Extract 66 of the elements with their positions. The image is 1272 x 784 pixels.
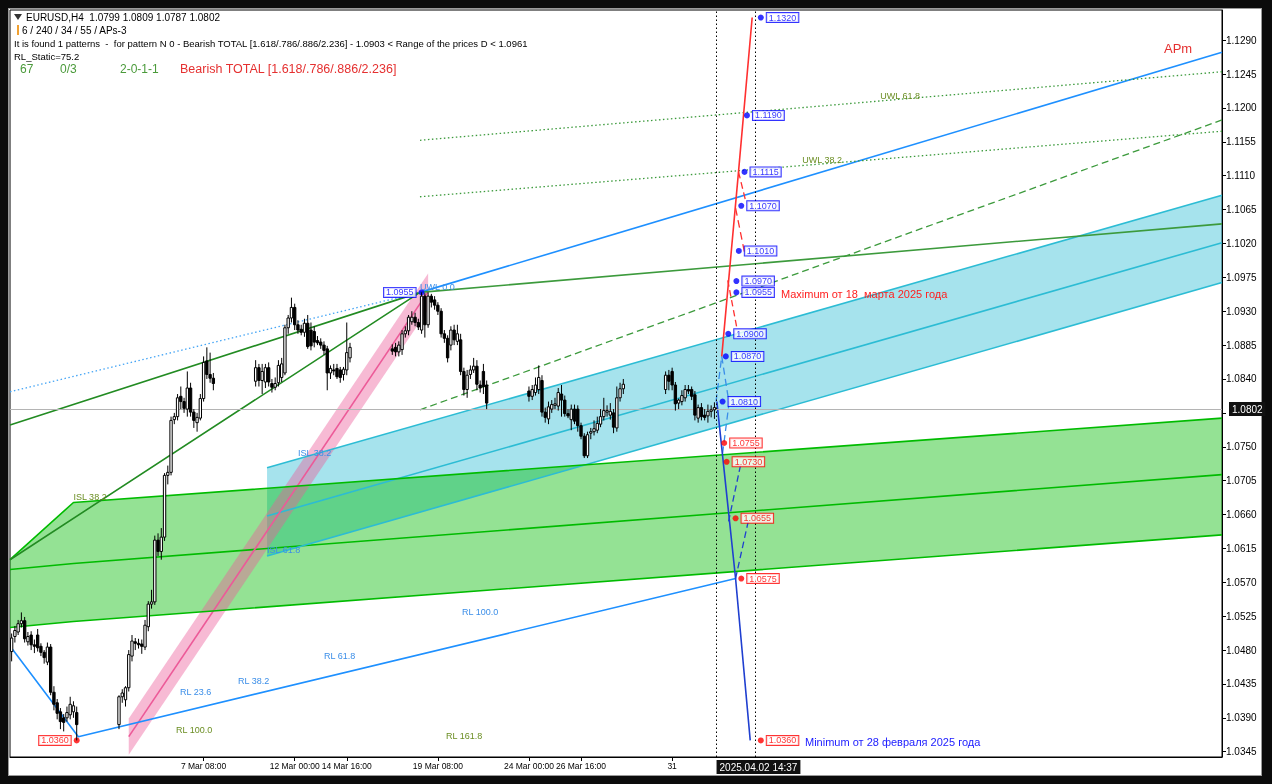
y-tick-label: 1.0975 — [1226, 271, 1258, 283]
y-tick-label: 1.0525 — [1226, 610, 1258, 622]
annotation: RL 100.0 — [462, 607, 499, 617]
annotation: 2-0-1-1 — [120, 62, 160, 76]
data-label: 1.0360 — [768, 735, 797, 746]
annotation: 67 — [20, 62, 34, 76]
y-tick-label: 1.0885 — [1226, 339, 1258, 351]
y-tick-label: 1.0660 — [1226, 509, 1258, 521]
data-label: 1.1320 — [768, 12, 797, 23]
data-label: 1.0575 — [749, 573, 777, 584]
annotation: RL_Static=75.2 — [14, 50, 80, 62]
y-tick-label: 1.1155 — [1226, 136, 1257, 148]
chart-title: EURUSD,H4 1.0799 1.0809 1.0787 1.0802 — [26, 11, 221, 23]
x-tick-label: 12 Mar 00:00 — [269, 760, 321, 771]
data-label: 1.1070 — [749, 200, 777, 211]
y-tick-label: 1.0480 — [1226, 644, 1258, 656]
ref-line-label: 2025.04.02 14:37 — [719, 761, 798, 773]
y-tick-label: 1.0615 — [1226, 542, 1258, 554]
y-tick-label: 1.1110 — [1226, 170, 1256, 182]
x-tick-label: 14 Mar 16:00 — [321, 760, 373, 771]
data-label: 1.0955 — [386, 287, 414, 298]
y-tick-label: 1.1200 — [1226, 102, 1258, 114]
y-tick-label: 1.0435 — [1226, 678, 1258, 690]
y-tick-label: 1.0930 — [1226, 305, 1258, 317]
annotation: Minimum от 28 февраля 2025 года — [805, 736, 982, 748]
data-label: 1.0900 — [736, 328, 764, 339]
y-tick-label: 1.0750 — [1226, 441, 1258, 453]
data-label: 1.0955 — [744, 287, 772, 298]
y-tick-label: 1.0705 — [1226, 475, 1258, 487]
data-label: 1.0755 — [732, 437, 760, 448]
annotation: RL 38.2 — [238, 676, 270, 686]
data-label: 1.0360 — [41, 735, 69, 746]
data-label: 1.1115 — [752, 166, 779, 177]
y-tick-label: 1.1290 — [1226, 34, 1258, 46]
x-tick-label: 19 Mar 08:00 — [412, 760, 464, 771]
annotation: RL 23.6 — [180, 687, 212, 697]
annotation: UWL 38.2 — [802, 155, 842, 166]
annotation: APm — [1164, 40, 1193, 56]
annotation: ISL 38.2 — [73, 491, 107, 502]
y-tick-label: 1.0840 — [1226, 373, 1258, 385]
text: 6 / 240 / 34 / 55 / APs-3 — [22, 24, 127, 36]
annotation: RL 161.8 — [446, 731, 483, 741]
y-tick-label: 1.1245 — [1226, 68, 1258, 80]
annotation: It is found 1 patterns - for pattern N 0 - Bearish TOTAL [1.618/.786/.886/2.236] - 1.0903 < Range of the prices D < 1.0961 — [14, 37, 528, 49]
x-tick-label: 31 — [667, 760, 678, 771]
y-tick-label: 1.0390 — [1226, 712, 1258, 724]
annotation: RL 100.0 — [176, 725, 213, 735]
data-label: 1.0730 — [734, 456, 763, 467]
y-tick-label: 1.0345 — [1226, 746, 1258, 758]
annotation: UWL 61.8 — [880, 90, 921, 101]
data-label: 1.0810 — [730, 396, 759, 407]
data-label: 1.0870 — [733, 351, 762, 362]
y-tick-label: 1.1020 — [1226, 237, 1258, 249]
annotation: RL 61.8 — [324, 651, 356, 661]
data-label: 1.1010 — [746, 245, 775, 256]
data-label: 1.1190 — [754, 110, 782, 121]
data-label: 1.0655 — [743, 513, 772, 524]
y-tick-label: 1.1065 — [1226, 204, 1258, 216]
annotation: Bearish TOTAL [1.618/.786/.886/2.236] — [180, 62, 397, 76]
x-tick-label: 24 Mar 00:00 — [503, 760, 555, 771]
data-label: 1.0970 — [744, 276, 772, 287]
x-tick-label: 26 Mar 16:00 — [555, 760, 607, 771]
x-tick-label: 7 Mar 08:00 — [180, 760, 227, 771]
y-tick-label: 1.0570 — [1226, 576, 1258, 588]
ref-line-label: 1.0802 — [1232, 403, 1264, 415]
annotation: 0/3 — [60, 62, 78, 76]
